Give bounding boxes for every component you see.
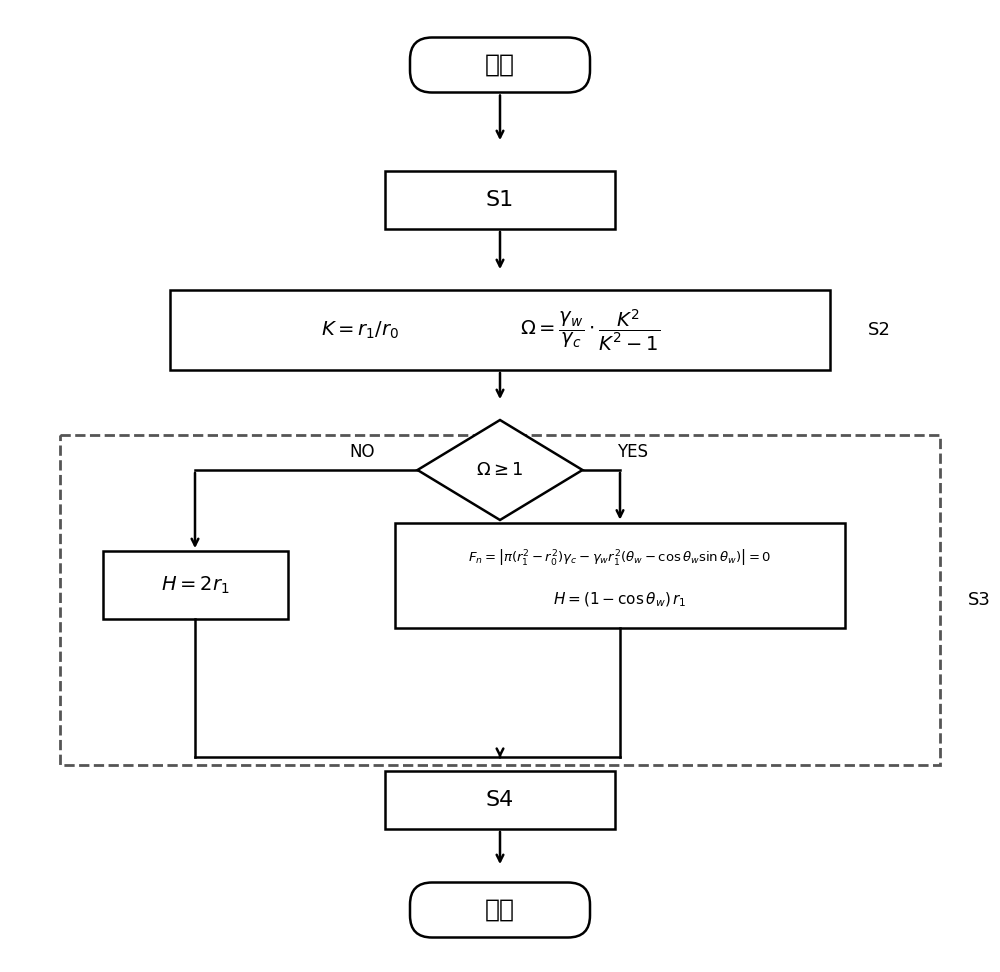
Text: NO: NO (350, 443, 375, 461)
Text: S3: S3 (968, 591, 991, 609)
Bar (60, 435, 940, 765)
Text: 开始: 开始 (485, 53, 515, 77)
Text: YES: YES (617, 443, 648, 461)
FancyBboxPatch shape (410, 38, 590, 92)
Bar (170, 290, 830, 370)
Bar (395, 523, 845, 628)
Text: $K = r_1 / r_0$: $K = r_1 / r_0$ (321, 320, 399, 340)
Text: 结束: 结束 (485, 898, 515, 922)
FancyBboxPatch shape (410, 883, 590, 938)
Text: S1: S1 (486, 190, 514, 210)
Text: $\Omega \geq 1$: $\Omega \geq 1$ (476, 461, 524, 479)
Bar (385, 771, 615, 829)
Text: $H = 2r_1$: $H = 2r_1$ (161, 574, 229, 596)
Polygon shape (418, 420, 582, 520)
Text: S2: S2 (868, 321, 891, 339)
Bar (103, 551, 288, 619)
Text: S4: S4 (486, 790, 514, 810)
Text: $\Omega = \dfrac{\gamma_w}{\gamma_c} \cdot \dfrac{K^2}{K^2 - 1}$: $\Omega = \dfrac{\gamma_w}{\gamma_c} \cd… (520, 307, 660, 353)
Text: $F_n = \left|\pi(r_1^2 - r_0^2)\gamma_c - \gamma_w r_1^2(\theta_w - \cos\theta_w: $F_n = \left|\pi(r_1^2 - r_0^2)\gamma_c … (468, 547, 772, 567)
Text: $H = (1 - \cos\theta_w)\, r_1$: $H = (1 - \cos\theta_w)\, r_1$ (553, 591, 687, 609)
Bar (385, 171, 615, 229)
